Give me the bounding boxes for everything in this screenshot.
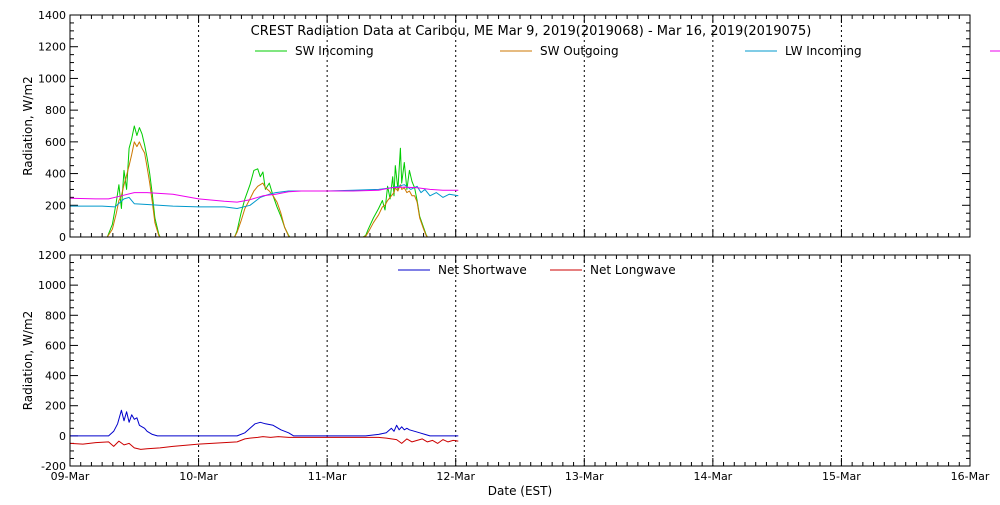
y-tick-label: 800: [45, 309, 66, 322]
x-tick-label: 12-Mar: [436, 470, 475, 483]
x-axis-label: Date (EST): [488, 484, 552, 498]
y-tick-label: 400: [45, 370, 66, 383]
legend-label: SW Incoming: [295, 44, 374, 58]
y-tick-label: 800: [45, 104, 66, 117]
y-axis-label: Radiation, W/m2: [21, 76, 35, 176]
plot-frame: [69, 14, 971, 238]
y-tick-label: 200: [45, 199, 66, 212]
legend-label: Net Longwave: [590, 263, 676, 277]
series-line: [70, 409, 459, 437]
y-tick-label: 200: [45, 400, 66, 413]
y-tick-label: 600: [45, 339, 66, 352]
y-tick-label: 1000: [38, 279, 66, 292]
y-tick-label: 1400: [38, 9, 66, 22]
legend-label: Net Shortwave: [438, 263, 527, 277]
x-tick-label: 14-Mar: [693, 470, 732, 483]
y-tick-label: 1200: [38, 249, 66, 262]
x-tick-label: 11-Mar: [308, 470, 347, 483]
legend-label: SW Outgoing: [540, 44, 619, 58]
series-line: [69, 436, 459, 450]
y-tick-label: 600: [45, 136, 66, 149]
x-tick-label: 16-Mar: [951, 470, 990, 483]
legend-label: LW Incoming: [785, 44, 862, 58]
series-line: [69, 186, 459, 203]
y-tick-label: 1000: [38, 72, 66, 85]
x-tick-label: 15-Mar: [822, 470, 861, 483]
x-tick-label: 09-Mar: [51, 470, 90, 483]
y-tick-label: -200: [41, 460, 66, 473]
plot-frame: [69, 254, 971, 467]
y-tick-label: 0: [59, 231, 66, 244]
y-tick-label: 400: [45, 168, 66, 181]
y-tick-label: 0: [59, 430, 66, 443]
y-axis-label: Radiation, W/m2: [21, 311, 35, 411]
chart-title: CREST Radiation Data at Caribou, ME Mar …: [251, 24, 812, 39]
x-tick-label: 10-Mar: [179, 470, 218, 483]
y-tick-label: 1200: [38, 41, 66, 54]
x-tick-label: 13-Mar: [565, 470, 604, 483]
series-line: [70, 125, 459, 238]
